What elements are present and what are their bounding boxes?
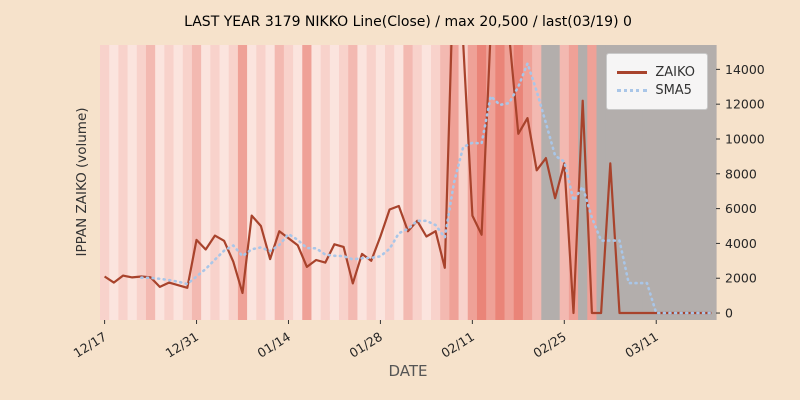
day-band xyxy=(145,45,156,320)
y-tick-label: 0 xyxy=(725,306,733,321)
day-band xyxy=(706,45,717,320)
y-tick-label: 6000 xyxy=(725,201,757,216)
day-band xyxy=(164,45,175,320)
day-band xyxy=(283,45,294,320)
chart-title: LAST YEAR 3179 NIKKO Line(Close) / max 2… xyxy=(184,14,632,30)
legend-item-sma5: SMA5 xyxy=(617,83,695,98)
day-band xyxy=(219,45,230,320)
day-band xyxy=(339,45,349,320)
x-tick-label: 12/31 xyxy=(163,329,202,361)
day-band xyxy=(670,45,680,320)
day-band xyxy=(228,45,239,320)
day-band xyxy=(624,45,634,320)
y-tick-label: 4000 xyxy=(725,236,757,251)
day-band xyxy=(109,45,119,320)
sma5-line-swatch xyxy=(617,89,648,92)
day-band xyxy=(513,45,524,320)
day-band xyxy=(440,45,450,320)
legend-label-sma5: SMA5 xyxy=(655,83,692,98)
day-band xyxy=(660,45,671,320)
day-band xyxy=(532,45,542,320)
day-band xyxy=(155,45,165,320)
day-band xyxy=(127,45,138,320)
day-band xyxy=(541,45,552,320)
x-tick-label: 12/17 xyxy=(71,329,110,361)
day-band xyxy=(274,45,285,320)
day-band xyxy=(596,45,607,320)
y-axis-label: IPPAN ZAIKO (volume) xyxy=(74,107,90,257)
y-tick-label: 10000 xyxy=(725,131,765,146)
day-band xyxy=(320,45,331,320)
legend: ZAIKO SMA5 xyxy=(606,53,708,110)
day-band xyxy=(679,45,690,320)
day-band xyxy=(412,45,423,320)
day-band xyxy=(191,45,202,320)
day-band xyxy=(394,45,404,320)
x-tick-label: 01/14 xyxy=(255,329,294,361)
day-band xyxy=(136,45,147,320)
y-tick-label: 14000 xyxy=(725,62,765,77)
day-band xyxy=(587,45,598,320)
day-band xyxy=(256,45,267,320)
zaiko-line xyxy=(103,45,712,315)
day-band xyxy=(201,45,211,320)
day-band xyxy=(688,45,699,320)
day-band xyxy=(578,45,588,320)
x-tick-label: 02/25 xyxy=(530,329,569,361)
zaiko-line-swatch xyxy=(617,71,648,74)
day-band xyxy=(633,45,644,320)
day-band xyxy=(366,45,377,320)
day-band xyxy=(375,45,386,320)
x-tick-label: 02/11 xyxy=(438,329,477,361)
x-axis-label: DATE xyxy=(388,362,428,380)
day-band xyxy=(403,45,414,320)
day-band xyxy=(486,45,496,320)
y-tick-label: 12000 xyxy=(725,97,765,112)
x-axis: 12/17 12/31 01/14 01/28 02/11 02/25 03/11 xyxy=(71,320,661,361)
day-band xyxy=(302,45,313,320)
day-band xyxy=(311,45,322,320)
day-band xyxy=(642,45,653,320)
x-tick-label: 03/11 xyxy=(622,329,661,361)
day-band xyxy=(348,45,359,320)
day-band xyxy=(697,45,708,320)
day-band xyxy=(504,45,515,320)
day-band xyxy=(421,45,432,320)
day-band xyxy=(651,45,662,320)
y-axis: 0 2000 4000 6000 8000 10000 12000 14000 xyxy=(716,62,765,321)
day-band xyxy=(357,45,368,320)
day-band xyxy=(522,45,533,320)
day-band xyxy=(385,45,395,320)
y-tick-label: 2000 xyxy=(725,271,757,286)
day-band xyxy=(329,45,340,320)
day-band xyxy=(458,45,469,320)
day-band xyxy=(118,45,129,320)
day-band xyxy=(614,45,625,320)
day-band xyxy=(550,45,561,320)
legend-item-zaiko: ZAIKO xyxy=(617,65,695,80)
day-band xyxy=(467,45,478,320)
day-band xyxy=(293,45,303,320)
day-band xyxy=(100,45,110,320)
day-band xyxy=(265,45,276,320)
day-band xyxy=(210,45,221,320)
sma5-line xyxy=(140,62,713,315)
x-tick-label: 01/28 xyxy=(347,329,386,361)
day-band xyxy=(237,45,248,320)
day-band xyxy=(568,45,579,320)
legend-label-zaiko: ZAIKO xyxy=(655,65,695,80)
day-band xyxy=(173,45,184,320)
y-tick-label: 8000 xyxy=(725,166,757,181)
day-band xyxy=(476,45,487,320)
day-band xyxy=(430,45,441,320)
day-band xyxy=(182,45,193,320)
day-band xyxy=(247,45,257,320)
day-band xyxy=(495,45,506,320)
